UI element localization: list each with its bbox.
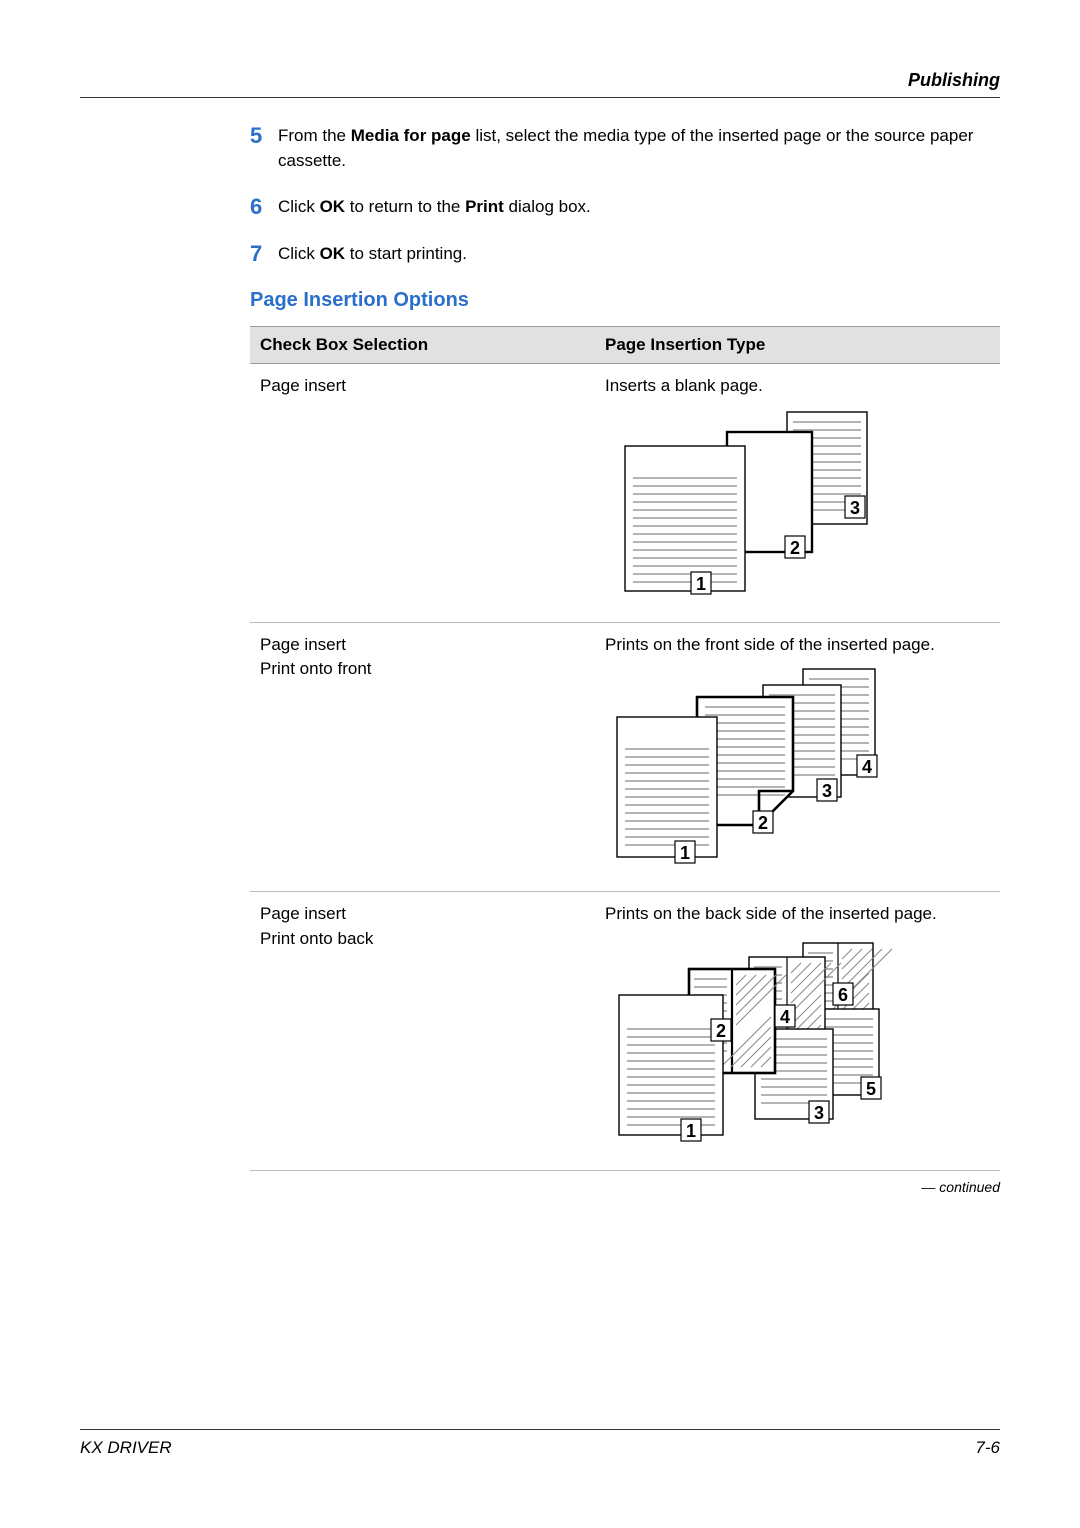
svg-text:1: 1 [686, 1121, 696, 1141]
svg-text:6: 6 [838, 985, 848, 1005]
header-title: Publishing [80, 70, 1000, 98]
step-text-seg: to start printing. [345, 244, 467, 263]
footer-right: 7-6 [975, 1438, 1000, 1458]
step-number: 7 [250, 242, 278, 267]
footer: KX DRIVER 7-6 [80, 1429, 1000, 1458]
step-text-seg: Click [278, 244, 320, 263]
table-cell-selection: Page insertPrint onto front [250, 622, 595, 891]
step-text-seg: to return to the [345, 197, 465, 216]
table-cell-type: Prints on the back side of the inserted … [595, 892, 1000, 1171]
table-cell-type: Prints on the front side of the inserted… [595, 622, 1000, 891]
svg-text:4: 4 [862, 757, 872, 777]
step-text-seg: dialog box. [504, 197, 591, 216]
diagram-print-back: 1 2 3 4 5 6 [605, 937, 895, 1147]
table-cell-selection: Page insert [250, 363, 595, 622]
step-number: 6 [250, 195, 278, 220]
svg-text:4: 4 [780, 1007, 790, 1027]
table-cell-type: Inserts a blank page.123 [595, 363, 1000, 622]
table-cell-selection: Page insertPrint onto back [250, 892, 595, 1171]
step-bold: OK [320, 244, 346, 263]
step-item: 7 Click OK to start printing. [250, 242, 1000, 267]
section-heading: Page Insertion Options [250, 289, 1000, 312]
step-text: From the Media for page list, select the… [278, 124, 1000, 173]
document-page: Publishing 5 From the Media for page lis… [80, 70, 1000, 1458]
svg-text:2: 2 [790, 538, 800, 558]
table-header-col1: Check Box Selection [250, 326, 595, 363]
step-item: 5 From the Media for page list, select t… [250, 124, 1000, 173]
svg-text:1: 1 [680, 843, 690, 863]
step-text-seg: From the [278, 126, 351, 145]
diagram-blank-page: 1 2 3 [605, 408, 885, 598]
step-bold: OK [320, 197, 346, 216]
step-text: Click OK to return to the Print dialog b… [278, 195, 591, 220]
svg-text:3: 3 [814, 1103, 824, 1123]
svg-text:3: 3 [850, 498, 860, 518]
svg-text:1: 1 [696, 574, 706, 594]
continued-note: — continued [250, 1179, 1000, 1195]
svg-text:5: 5 [866, 1079, 876, 1099]
table-row: Page insertPrint onto frontPrints on the… [250, 622, 1000, 891]
step-item: 6 Click OK to return to the Print dialog… [250, 195, 1000, 220]
step-bold: Print [465, 197, 504, 216]
table-row: Page insertInserts a blank page.123 [250, 363, 1000, 622]
options-table: Check Box Selection Page Insertion Type … [250, 326, 1000, 1172]
step-text: Click OK to start printing. [278, 242, 467, 267]
content-block: 5 From the Media for page list, select t… [80, 98, 1000, 1195]
step-number: 5 [250, 124, 278, 173]
table-row: Page insertPrint onto backPrints on the … [250, 892, 1000, 1171]
footer-left: KX DRIVER [80, 1438, 172, 1458]
svg-text:2: 2 [716, 1021, 726, 1041]
diagram-print-front: 1 2 3 4 [605, 667, 885, 867]
svg-text:3: 3 [822, 781, 832, 801]
step-text-seg: Click [278, 197, 320, 216]
table-header-col2: Page Insertion Type [595, 326, 1000, 363]
step-bold: Media for page [351, 126, 471, 145]
svg-text:2: 2 [758, 813, 768, 833]
